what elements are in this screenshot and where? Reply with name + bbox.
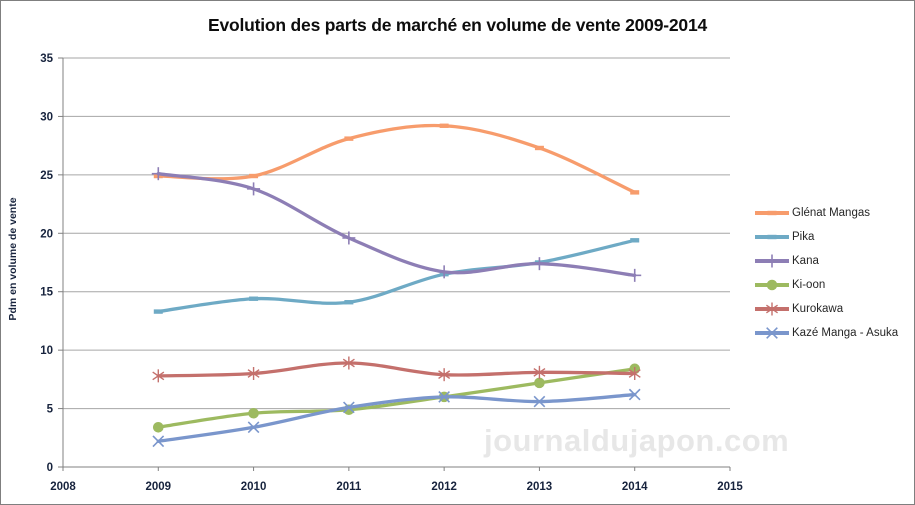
data-point-marker — [532, 257, 546, 271]
data-point-marker — [438, 391, 451, 403]
data-point-marker — [342, 401, 355, 414]
data-point-marker — [765, 254, 779, 268]
data-point-marker — [152, 435, 165, 448]
legend-item: Glénat Mangas — [754, 201, 909, 225]
y-tick-label: 20 — [40, 228, 53, 240]
data-point-marker — [344, 300, 354, 305]
data-point-marker — [247, 421, 260, 434]
legend-label: Kana — [792, 255, 819, 267]
data-point-marker — [437, 265, 451, 279]
data-point-marker — [342, 231, 356, 245]
y-tick-label: 25 — [40, 170, 53, 182]
data-point-marker — [766, 302, 778, 316]
legend-label: Kurokawa — [792, 303, 844, 315]
legend-marker-sample — [755, 327, 789, 339]
legend-label: Kazé Manga - Asuka — [792, 327, 899, 339]
data-point-marker — [344, 136, 354, 141]
series-line-kaz-manga-asuka — [156, 392, 637, 443]
legend-item: Kazé Manga - Asuka — [754, 321, 909, 345]
x-tick-label: 2010 — [241, 481, 267, 493]
legend-item: Pika — [754, 225, 909, 249]
data-point-marker — [152, 421, 164, 433]
series-line-pika — [156, 238, 637, 314]
series-line-gl-nat-mangas — [156, 123, 637, 195]
data-point-marker — [342, 356, 355, 370]
data-point-marker — [630, 238, 640, 243]
x-tick-label: 2009 — [145, 481, 171, 493]
series-line-kurokawa — [156, 361, 637, 378]
data-point-marker — [439, 123, 449, 128]
chart-title: Evolution des parts de marché en volume … — [207, 15, 708, 35]
legend-label: Pika — [792, 231, 815, 243]
x-tick-label: 2015 — [717, 481, 743, 493]
legend-label: Ki-oon — [792, 279, 826, 291]
series-line-kana — [156, 172, 637, 278]
data-point-marker — [249, 296, 259, 301]
data-point-marker — [630, 190, 640, 195]
data-point-marker — [153, 309, 163, 314]
y-tick-label: 30 — [40, 111, 53, 123]
data-point-marker — [248, 407, 259, 419]
data-point-marker — [628, 388, 641, 401]
series-line-ki-oon — [156, 367, 637, 429]
x-tick-label: 2008 — [50, 481, 76, 493]
legend-marker-sample — [755, 279, 789, 291]
legend-label: Glénat Mangas — [792, 207, 870, 219]
y-tick-label: 10 — [40, 345, 53, 357]
data-point-marker — [152, 369, 165, 383]
data-point-marker — [151, 167, 165, 181]
data-point-marker — [628, 367, 641, 381]
y-tick-label: 0 — [47, 462, 53, 474]
x-tick-label: 2014 — [622, 481, 648, 493]
data-point-marker — [249, 173, 259, 179]
data-point-marker — [767, 234, 777, 240]
y-tick-label: 15 — [40, 287, 53, 299]
legend-marker-sample — [755, 302, 789, 316]
y-tick-label: 35 — [40, 53, 53, 65]
x-tick-label: 2011 — [336, 481, 362, 493]
data-point-marker — [534, 377, 545, 389]
data-point-marker — [533, 365, 546, 379]
legend: Glénat Mangas Pika Kana Ki-oon Kurokawa Kazé … — [754, 201, 909, 345]
data-point-marker — [767, 210, 777, 216]
legend-item: Ki-oon — [754, 273, 909, 297]
data-point-marker — [766, 279, 778, 291]
data-point-marker — [247, 367, 260, 381]
legend-marker-sample — [755, 234, 789, 240]
data-point-marker — [534, 145, 544, 151]
x-tick-label: 2013 — [527, 481, 553, 493]
data-point-marker — [533, 395, 546, 408]
legend-marker-sample — [755, 210, 789, 216]
data-point-marker — [438, 368, 451, 382]
data-point-marker — [766, 327, 778, 339]
x-tick-label: 2012 — [431, 481, 457, 493]
data-point-marker — [247, 182, 261, 196]
legend-marker-sample — [755, 254, 789, 268]
y-tick-label: 5 — [47, 404, 54, 416]
legend-item: Kurokawa — [754, 297, 909, 321]
data-point-marker — [628, 268, 642, 282]
legend-item: Kana — [754, 249, 909, 273]
